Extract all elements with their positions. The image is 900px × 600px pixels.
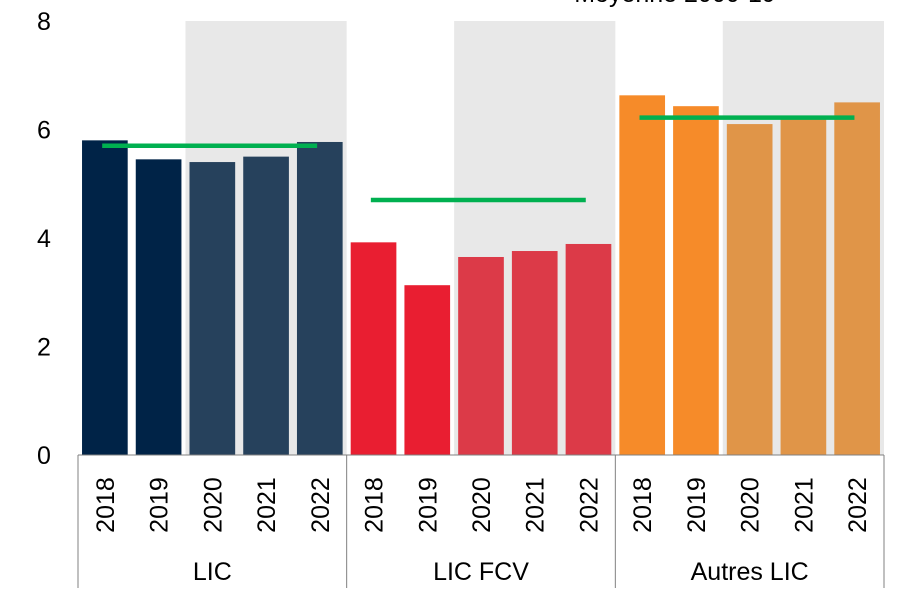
bar-lic-2020	[189, 162, 236, 456]
x-tick-label: 2018	[361, 477, 389, 533]
x-tick-label: 2021	[522, 477, 550, 533]
x-tick-label: 2022	[307, 477, 335, 533]
group-label: LIC	[193, 558, 232, 586]
x-tick-label: 2018	[629, 477, 657, 533]
x-tick-label: 2021	[253, 477, 281, 533]
group-label: LIC FCV	[433, 558, 529, 586]
x-tick-label: 2022	[844, 477, 872, 533]
bar-autres-lic-2022	[834, 102, 880, 455]
group-label: Autres LIC	[691, 558, 809, 586]
x-tick-label: 2020	[737, 477, 765, 533]
bar-lic-fcv-2021	[511, 251, 558, 455]
y-tick-label: 6	[37, 117, 51, 145]
bars-layer	[82, 95, 880, 456]
x-tick-label: 2019	[414, 477, 442, 533]
average-lines-layer	[102, 115, 855, 203]
bar-lic-2018	[82, 140, 128, 455]
x-tick-label: 2018	[92, 477, 120, 533]
bar-autres-lic-2021	[780, 118, 827, 456]
y-tick-label: 8	[37, 8, 51, 36]
x-tick-label: 2020	[468, 477, 496, 533]
x-tick-label: 2021	[790, 477, 818, 533]
y-tick-label: 0	[37, 442, 51, 470]
x-tick-label: 2019	[683, 477, 711, 533]
y-tick-label: 4	[37, 225, 51, 253]
bar-autres-lic-2018	[619, 95, 666, 455]
bar-autres-lic-2019	[673, 106, 719, 456]
bar-lic-2022	[296, 141, 343, 456]
bar-lic-fcv-2020	[458, 256, 504, 455]
x-tick-label: 2020	[199, 477, 227, 533]
y-tick-label: 2	[37, 334, 51, 362]
bar-lic-fcv-2018	[350, 242, 397, 455]
axis-layer: 2018 2019 2020 2021 2022 LIC 2018 2019 2020 2021 2…	[37, 8, 885, 588]
bar-lic-fcv-2019	[404, 285, 451, 455]
x-tick-label: 2022	[575, 477, 603, 533]
x-tick-label: 2019	[146, 477, 174, 533]
legend-label: Moyenne 2000-19	[574, 0, 776, 8]
bar-lic-fcv-2022	[565, 243, 612, 455]
bar-lic-2019	[135, 159, 182, 455]
bar-autres-lic-2020	[726, 124, 773, 455]
bar-lic-2021	[243, 156, 289, 455]
